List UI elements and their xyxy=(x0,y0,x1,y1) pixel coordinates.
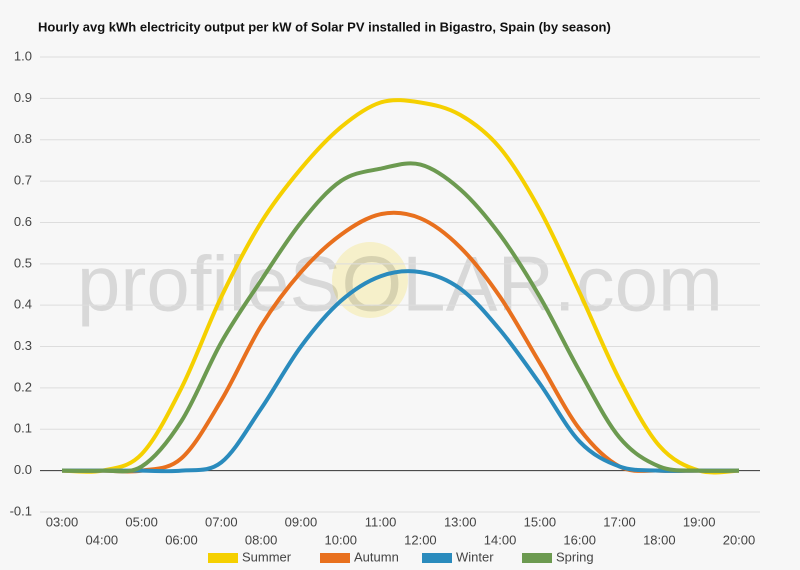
y-tick-label: 0.5 xyxy=(14,255,32,270)
x-tick-label: 08:00 xyxy=(245,532,278,547)
y-tick-label: 0.6 xyxy=(14,214,32,229)
y-tick-label: 0.2 xyxy=(14,379,32,394)
x-tick-label: 19:00 xyxy=(683,514,716,529)
x-tick-label: 20:00 xyxy=(723,532,756,547)
chart-title: Hourly avg kWh electricity output per kW… xyxy=(38,19,611,34)
x-tick-label: 10:00 xyxy=(324,532,357,547)
y-tick-label: 0.8 xyxy=(14,131,32,146)
watermark: profileSOLAR.com xyxy=(77,240,723,328)
x-tick-label: 05:00 xyxy=(125,514,158,529)
legend-swatch xyxy=(320,553,350,563)
x-tick-label: 16:00 xyxy=(563,532,596,547)
series-line xyxy=(61,98,740,475)
y-tick-label: 1.0 xyxy=(14,48,32,63)
x-tick-label: 06:00 xyxy=(165,532,198,547)
x-tick-label: 14:00 xyxy=(484,532,517,547)
legend-label: Winter xyxy=(456,549,494,564)
y-tick-label: -0.1 xyxy=(10,503,32,518)
legend-swatch xyxy=(208,553,238,563)
legend-label: Autumn xyxy=(354,549,399,564)
legend-swatch xyxy=(522,553,552,563)
x-tick-label: 12:00 xyxy=(404,532,437,547)
legend-label: Spring xyxy=(556,549,594,564)
x-tick-label: 13:00 xyxy=(444,514,477,529)
y-tick-label: 0.3 xyxy=(14,338,32,353)
y-tick-label: 0.7 xyxy=(14,173,32,188)
x-tick-label: 11:00 xyxy=(365,514,397,529)
y-tick-label: 0.4 xyxy=(14,297,32,312)
x-tick-label: 17:00 xyxy=(603,514,636,529)
x-tick-label: 18:00 xyxy=(643,532,676,547)
y-tick-label: 0.1 xyxy=(14,421,32,436)
x-tick-label: 15:00 xyxy=(524,514,557,529)
x-tick-label: 03:00 xyxy=(46,514,79,529)
x-tick-label: 09:00 xyxy=(285,514,318,529)
y-tick-label: 0.9 xyxy=(14,90,32,105)
series-line xyxy=(61,269,739,474)
x-tick-label: 04:00 xyxy=(86,532,119,547)
y-tick-label: 0.0 xyxy=(14,462,32,477)
x-tick-label: 07:00 xyxy=(205,514,238,529)
legend-label: Summer xyxy=(242,549,292,564)
series-line xyxy=(61,161,740,474)
legend-swatch xyxy=(422,553,452,563)
